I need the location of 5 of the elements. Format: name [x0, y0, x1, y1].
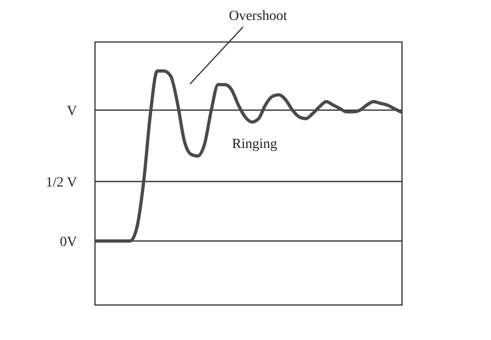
- ref-line-label: 1/2 V: [46, 175, 77, 190]
- ref-line-label: V: [66, 104, 77, 119]
- text: Overshoot: [228, 9, 288, 24]
- ref-line-label: 0V: [60, 234, 77, 250]
- annotation: Ringing: [232, 137, 278, 152]
